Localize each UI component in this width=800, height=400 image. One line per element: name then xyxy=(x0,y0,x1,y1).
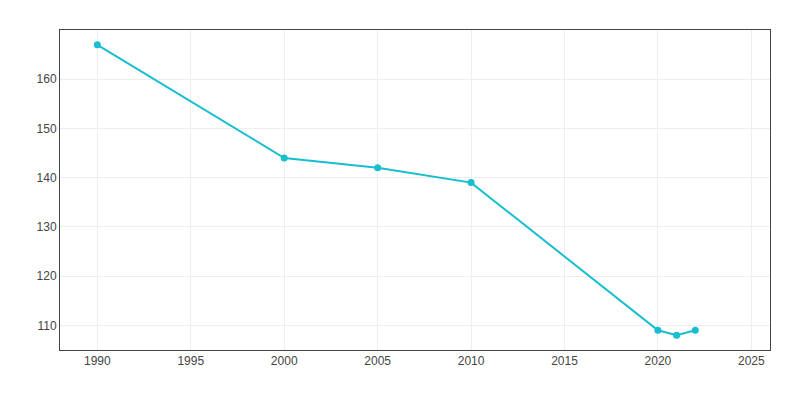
svg-text:1995: 1995 xyxy=(177,354,204,368)
svg-text:2020: 2020 xyxy=(645,354,672,368)
svg-text:2005: 2005 xyxy=(364,354,391,368)
svg-text:160: 160 xyxy=(37,72,57,86)
svg-text:2000: 2000 xyxy=(271,354,298,368)
svg-text:1990: 1990 xyxy=(84,354,111,368)
svg-text:140: 140 xyxy=(37,171,57,185)
svg-text:120: 120 xyxy=(37,269,57,283)
svg-text:2010: 2010 xyxy=(458,354,485,368)
svg-text:150: 150 xyxy=(37,122,57,136)
svg-text:2025: 2025 xyxy=(738,354,765,368)
svg-text:110: 110 xyxy=(37,319,56,333)
svg-text:2015: 2015 xyxy=(551,354,578,368)
svg-text:130: 130 xyxy=(37,220,57,234)
